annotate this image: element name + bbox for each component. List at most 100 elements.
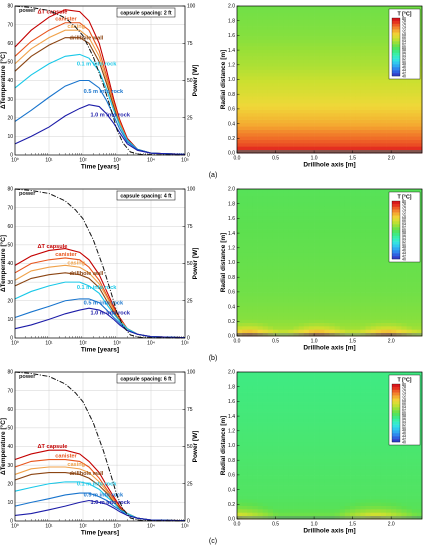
heatmap-cell: [324, 468, 330, 473]
heatmap-cell: [283, 458, 289, 463]
heatmap-cell: [283, 26, 289, 30]
heatmap-cell: [344, 6, 351, 10]
heatmap-cell: [344, 478, 351, 483]
heatmap-cell: [370, 252, 377, 257]
heatmap-cell: [350, 498, 356, 503]
y-tick-label-right: 25: [187, 115, 193, 121]
heatmap-cell: [350, 472, 356, 476]
heatmap-cell: [401, 79, 407, 84]
heatmap-cell: [334, 265, 341, 270]
heatmap-cell: [355, 242, 361, 247]
heatmap-cell: [293, 275, 300, 280]
heatmap-cell: [288, 109, 294, 114]
heatmap-cell: [267, 292, 274, 297]
heatmap-cell: [237, 235, 243, 240]
heatmap-cell: [391, 272, 397, 277]
heatmap-cell: [252, 455, 258, 460]
colorbar-tick-label: 44: [402, 69, 406, 73]
heatmap-cell: [329, 232, 335, 237]
heatmap-cell: [293, 445, 300, 450]
heatmap-cell: [350, 215, 356, 220]
heatmap-cell: [247, 462, 253, 466]
heatmap-cell: [319, 255, 325, 260]
heatmap-cell: [344, 102, 351, 107]
heatmap-cell: [252, 46, 258, 50]
series-label-3: drillhole wall: [69, 471, 103, 477]
heatmap-cell: [324, 219, 330, 223]
heatmap-cell: [267, 448, 274, 453]
heatmap-cell: [288, 205, 294, 210]
heatmap-cell: [262, 89, 269, 94]
heatmap-cell: [257, 59, 264, 64]
heatmap-cell: [272, 205, 279, 210]
heatmap-cell: [308, 478, 315, 483]
heatmap-cell: [391, 325, 397, 330]
heatmap-cell: [257, 12, 264, 17]
heatmap-cell: [308, 222, 315, 227]
heatmap-cell: [391, 112, 397, 117]
heatmap-cell: [344, 202, 351, 207]
heatmap-cell: [355, 405, 361, 410]
heatmap-cell: [380, 485, 387, 490]
heatmap-cell: [293, 42, 300, 47]
heatmap-cell: [303, 438, 310, 443]
heatmap-cell: [283, 498, 289, 503]
heatmap-cell: [293, 209, 300, 213]
heatmap-cell: [272, 102, 279, 107]
heatmap-cell: [411, 295, 418, 300]
heatmap-cell: [339, 438, 346, 443]
heatmap-cell: [350, 19, 356, 24]
heatmap-cell: [257, 219, 264, 223]
heatmap-cell: [242, 109, 248, 114]
heatmap-cell: [324, 12, 330, 17]
heatmap-cell: [288, 222, 294, 227]
y-tick-label-right: 25: [187, 298, 193, 304]
heatmap-cell: [298, 39, 305, 44]
heatmap-cell: [380, 448, 387, 453]
heatmap-cell: [370, 468, 377, 473]
heatmap-cell: [386, 212, 392, 217]
heatmap-cell: [416, 269, 423, 273]
colorbar-tick-label: 52: [402, 240, 406, 244]
heatmap-cell: [344, 96, 351, 100]
heatmap-cell: [391, 289, 397, 293]
heatmap-cell: [303, 72, 310, 77]
heatmap-cell: [396, 448, 402, 453]
heatmap-cell: [298, 195, 305, 200]
heatmap-cell: [314, 239, 320, 243]
heatmap-cell: [391, 462, 397, 466]
heatmap-cell: [344, 305, 351, 310]
heatmap-cell: [416, 116, 423, 120]
heatmap-cell: [401, 312, 407, 317]
colorbar-legend: T [°C]8078767472706866646260585654525048…: [388, 191, 421, 263]
heatmap-cell: [262, 192, 269, 197]
heatmap-cell: [247, 295, 253, 300]
heatmap-cell: [391, 329, 397, 334]
heatmap-cell: [237, 212, 243, 217]
heatmap-cell: [344, 435, 351, 440]
heatmap-cell: [314, 468, 320, 473]
heatmap-cell: [355, 6, 361, 10]
heatmap-cell: [283, 39, 289, 44]
heatmap-cell: [308, 269, 315, 273]
heatmap-cell: [401, 92, 407, 97]
heatmap-cell: [386, 319, 392, 323]
heatmap-cell: [360, 462, 366, 466]
heatmap-cell: [329, 192, 335, 197]
heatmap-cell: [278, 448, 284, 453]
heatmap-cell: [370, 275, 377, 280]
y-tick-label-left: 60: [7, 224, 13, 230]
heatmap-cell: [278, 272, 284, 277]
heatmap-cell: [386, 52, 392, 57]
heatmap-cell: [278, 92, 284, 97]
heatmap-cell: [324, 402, 330, 406]
heatmap-cell: [386, 452, 392, 456]
heatmap-cell: [319, 9, 325, 14]
heatmap-cell: [401, 485, 407, 490]
heatmap-cell: [380, 96, 387, 100]
heatmap-cell: [262, 432, 269, 436]
heatmap-cell: [386, 512, 392, 517]
heatmap-cell: [242, 505, 248, 510]
heatmap-cell: [272, 485, 279, 490]
heatmap-cell: [386, 215, 392, 220]
